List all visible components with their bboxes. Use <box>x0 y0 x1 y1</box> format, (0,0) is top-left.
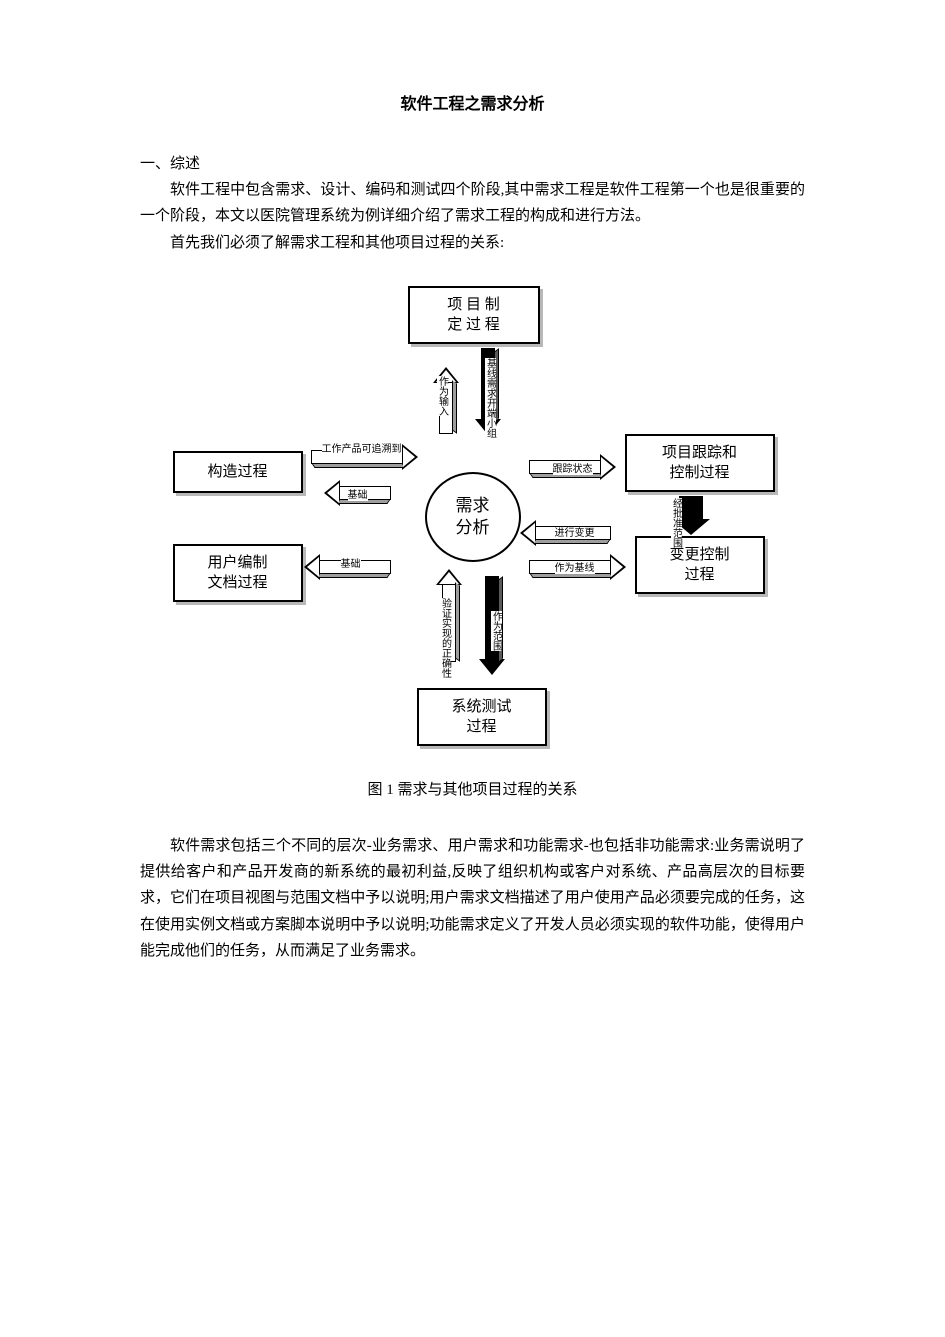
paragraph-1: 软件工程中包含需求、设计、编码和测试四个阶段,其中需求工程是软件工程第一个也是很… <box>140 177 805 230</box>
node-center: 需求 分析 <box>425 472 521 562</box>
section-heading-1: 一、综述 <box>140 152 805 173</box>
node-right1: 项目跟踪和 控制过程 <box>625 434 775 492</box>
node-right2: 变更控制 过程 <box>635 536 765 594</box>
node-left2: 用户编制 文档过程 <box>173 544 303 602</box>
edge-label: 基础 <box>348 490 368 501</box>
edge-label: 验证实现的正确性 <box>440 598 451 678</box>
edge-label: 作为基线 <box>555 563 595 574</box>
edge-label: 作为范围 <box>491 611 502 651</box>
edge-label: 跟踪状态 <box>553 464 593 475</box>
edge-label: 基线需求开端小组 <box>485 358 496 438</box>
edge-label: 经批准范围 <box>671 498 682 548</box>
edge-label: 进行变更 <box>555 528 595 539</box>
paragraph-3: 软件需求包括三个不同的层次-业务需求、用户需求和功能需求-也包括非功能需求:业务… <box>140 833 805 964</box>
requirements-diagram: 需求 分析 项 目 制 定 过 程 构造过程 用户编制 文档过程 项目跟踪和 控… <box>163 286 783 766</box>
node-left1: 构造过程 <box>173 451 303 493</box>
page-title: 软件工程之需求分析 <box>140 90 805 114</box>
node-top: 项 目 制 定 过 程 <box>408 286 540 344</box>
paragraph-2: 首先我们必须了解需求工程和其他项目过程的关系: <box>140 230 805 256</box>
edge-label: 基础 <box>341 559 361 570</box>
edge-label: 工作产品可追溯到 <box>322 444 402 455</box>
figure-caption: 图 1 需求与其他项目过程的关系 <box>140 778 805 799</box>
edge-label: 作为输入 <box>437 376 448 416</box>
node-bottom: 系统测试 过程 <box>417 688 547 746</box>
